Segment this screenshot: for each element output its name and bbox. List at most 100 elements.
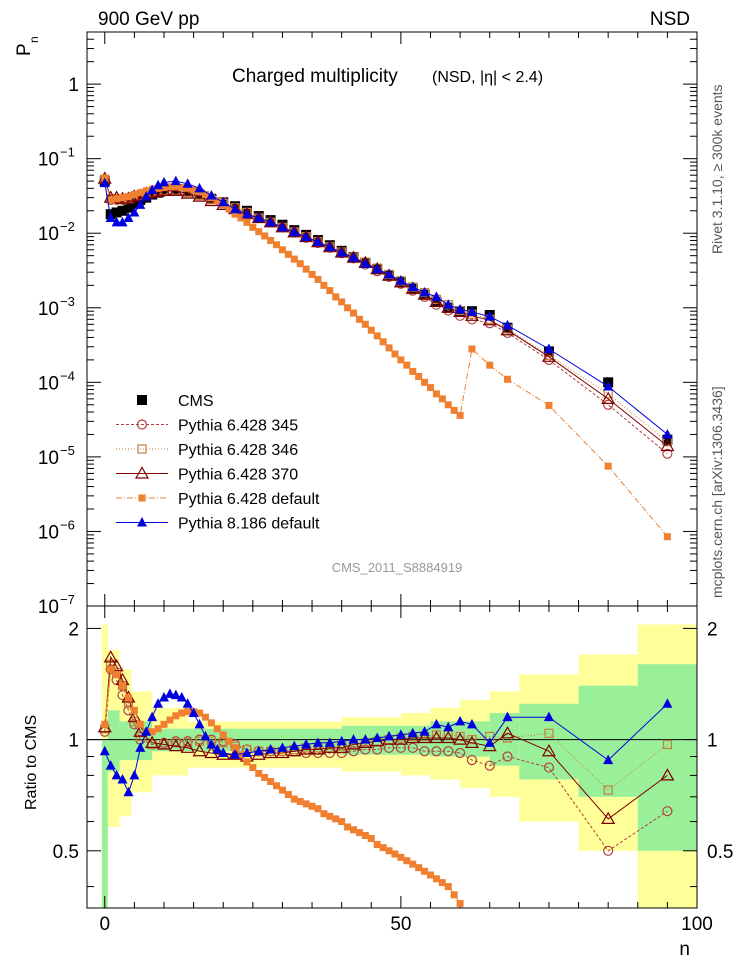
data-point-pythia-6-428-370	[287, 744, 302, 757]
data-point-pythia-6-428-345	[466, 755, 478, 766]
data-point-pythia-8-186-default	[662, 428, 673, 439]
data-point-pythia-6-428-default	[326, 812, 334, 820]
data-point-pythia-6-428-default	[296, 797, 304, 805]
data-point-pythia-8-186-default	[466, 306, 477, 316]
data-point-pythia-6-428-370	[453, 732, 468, 745]
data-point-pythia-8-186-default	[147, 711, 158, 722]
data-point-pythia-6-428-default	[207, 719, 215, 727]
data-point-pythia-8-186-default	[99, 177, 110, 188]
main-y-tick-exponent: −2	[60, 219, 75, 234]
data-point-pythia-6-428-345	[407, 742, 418, 753]
data-point-pythia-6-428-default	[373, 332, 381, 340]
data-point-pythia-8-186-default	[324, 737, 335, 747]
data-point-pythia-6-428-345	[419, 746, 430, 757]
data-point-pythia-8-186-default	[158, 692, 169, 702]
data-point-pythia-6-428-default	[284, 250, 292, 258]
data-point-pythia-6-428-default	[136, 720, 144, 728]
data-point-pythia-6-428-default	[136, 189, 144, 197]
data-point-pythia-6-428-default	[302, 800, 310, 808]
data-point-pythia-6-428-370	[310, 742, 326, 755]
data-point-pythia-6-428-default	[409, 860, 417, 868]
data-point-pythia-6-428-370	[299, 742, 314, 755]
data-point-pythia-6-428-345	[348, 746, 359, 757]
data-point-pythia-6-428-default	[130, 191, 138, 199]
ratio-y-tick-label-left: 0.5	[53, 842, 79, 863]
data-point-pythia-6-428-default	[663, 533, 671, 541]
data-point-pythia-6-428-default	[421, 867, 429, 875]
data-point-pythia-6-428-default	[397, 853, 405, 861]
data-point-pythia-6-428-345	[484, 760, 495, 771]
data-point-pythia-8-186-default	[543, 343, 554, 353]
data-point-pythia-6-428-default	[503, 375, 511, 383]
main-y-tick-label: 10	[38, 150, 59, 171]
data-point-pythia-6-428-370	[500, 323, 515, 336]
data-point-pythia-8-186-default	[372, 263, 383, 274]
main-y-tick-exponent: −6	[60, 517, 75, 532]
data-point-pythia-6-428-default	[415, 372, 423, 380]
data-point-pythia-8-186-default	[176, 692, 187, 702]
data-point-pythia-6-428-345	[360, 744, 371, 755]
data-point-pythia-6-428-default	[432, 390, 440, 398]
data-point-pythia-8-186-default	[117, 216, 128, 227]
data-point-pythia-6-428-default	[178, 184, 186, 192]
data-point-pythia-6-428-345	[443, 746, 454, 757]
main-y-axis-subscript: n	[27, 36, 41, 43]
data-point-pythia-6-428-default	[450, 406, 458, 414]
main-y-tick-label: 1	[68, 75, 79, 96]
data-point-pythia-6-428-default	[255, 228, 263, 236]
data-point-pythia-8-186-default	[170, 689, 181, 700]
plot-title: Charged multiplicity	[232, 66, 398, 87]
data-point-pythia-8-186-default	[312, 737, 323, 747]
data-point-pythia-6-428-default	[438, 395, 446, 403]
data-point-pythia-6-428-default	[119, 682, 127, 690]
legend: CMS Pythia 6.428 345 Pythia 6.428 346 Pythi…	[116, 393, 320, 533]
data-point-pythia-6-428-default	[379, 844, 387, 852]
ratio-series-layer	[97, 650, 675, 907]
ratio-y-tick-label-right: 2	[707, 619, 718, 640]
data-point-pythia-6-428-default	[124, 694, 132, 702]
data-point-pythia-6-428-default	[278, 246, 286, 254]
data-point-pythia-6-428-default	[237, 751, 245, 759]
uncertainty-band-green	[107, 710, 120, 772]
data-point-pythia-6-428-346	[603, 785, 613, 795]
data-point-pythia-8-186-default	[194, 182, 205, 193]
data-point-pythia-6-428-default	[367, 834, 375, 842]
data-point-pythia-8-186-default	[147, 184, 158, 194]
mcplots-reference-label: mcplots.cern.ch [arXiv:1306.3436]	[709, 386, 725, 598]
data-point-pythia-6-428-default	[219, 731, 227, 739]
data-point-pythia-8-186-default	[301, 738, 312, 749]
data-point-pythia-6-428-default	[178, 709, 186, 717]
data-point-pythia-8-186-default	[455, 715, 466, 726]
data-point-pythia-8-186-default	[443, 721, 454, 732]
data-point-pythia-6-428-370	[180, 740, 195, 753]
data-point-pythia-6-428-default	[273, 241, 281, 249]
data-point-pythia-6-428-default	[184, 708, 192, 716]
data-point-pythia-8-186-default	[543, 711, 554, 722]
data-point-cms	[147, 189, 158, 200]
series-line-pythia-6-428-370	[104, 655, 668, 820]
data-point-pythia-8-186-default	[443, 299, 454, 309]
data-point-pythia-6-428-default	[130, 706, 138, 714]
data-point-pythia-6-428-default	[196, 709, 204, 717]
data-point-pythia-8-186-default	[395, 275, 406, 285]
data-point-pythia-6-428-default	[225, 205, 233, 213]
data-point-pythia-8-186-default	[384, 268, 395, 279]
data-point-pythia-8-186-default	[603, 754, 614, 765]
data-point-pythia-8-186-default	[407, 727, 418, 738]
data-point-pythia-6-428-370	[660, 438, 675, 452]
data-point-pythia-6-428-346	[171, 738, 181, 748]
data-point-cms	[111, 207, 122, 218]
data-point-pythia-8-186-default	[129, 206, 140, 217]
rivet-version-label: Rivet 3.1.10, ≥ 300k events	[709, 84, 725, 254]
data-point-pythia-6-428-default	[350, 826, 358, 834]
data-point-pythia-6-428-346	[544, 728, 554, 738]
data-point-pythia-6-428-default	[403, 857, 411, 865]
data-point-pythia-6-428-345	[603, 845, 614, 856]
data-point-pythia-6-428-345	[543, 762, 555, 773]
ratio-uncertainty-bands	[101, 624, 697, 908]
legend-label: Pythia 6.428 370	[178, 467, 298, 484]
x-tick-label: 50	[390, 914, 411, 935]
data-point-pythia-6-428-default	[249, 764, 257, 772]
legend-marker	[136, 419, 148, 430]
data-point-pythia-6-428-default	[444, 883, 452, 891]
